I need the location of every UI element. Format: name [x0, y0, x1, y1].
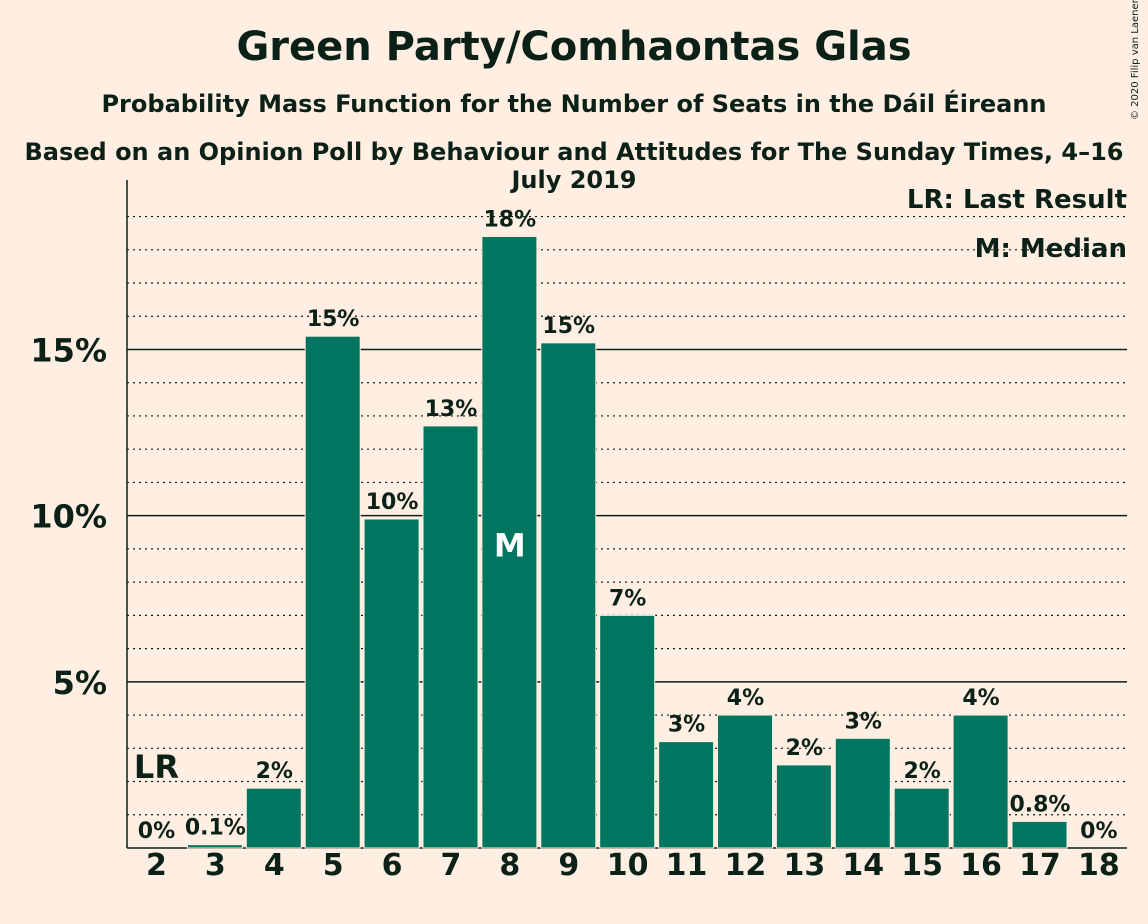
x-tick-label: 6 [382, 848, 403, 883]
bar-value-label: 15% [542, 314, 595, 339]
x-tick-label: 15 [901, 848, 943, 883]
x-tick-label: 7 [441, 848, 462, 883]
bar-value-label: 7% [609, 586, 646, 611]
x-tick-label: 3 [205, 848, 226, 883]
bar-value-label: 0.1% [185, 816, 246, 841]
bar-value-label: 0% [138, 819, 175, 844]
bar [481, 235, 538, 849]
bar-value-label: 4% [962, 686, 999, 711]
last-result-marker: LR [134, 748, 179, 786]
bar [245, 787, 302, 849]
median-marker: M [494, 526, 526, 564]
chart-subtitle: Probability Mass Function for the Number… [101, 90, 1047, 118]
bar-value-label: 18% [484, 207, 537, 232]
bar [952, 714, 1009, 849]
x-tick-label: 11 [666, 848, 708, 883]
bar [1011, 820, 1068, 849]
x-tick-label: 12 [725, 848, 767, 883]
bar [658, 741, 715, 849]
x-tick-label: 10 [607, 848, 649, 883]
bar-value-label: 3% [845, 709, 882, 734]
chart-title: Green Party/Comhaontas Glas [236, 24, 912, 70]
bar-value-label: 10% [366, 490, 419, 515]
x-tick-label: 13 [783, 848, 825, 883]
bar [893, 787, 950, 849]
x-tick-label: 2 [146, 848, 167, 883]
x-tick-label: 4 [264, 848, 285, 883]
legend-median: M: Median [975, 234, 1127, 264]
x-tick-label: 8 [499, 848, 520, 883]
bar-value-label: 2% [903, 759, 940, 784]
bar-value-label: 13% [425, 397, 478, 422]
bar-value-label: 15% [307, 307, 360, 332]
bar-value-label: 0.8% [1009, 792, 1070, 817]
x-tick-label: 5 [323, 848, 344, 883]
y-tick-label: 5% [53, 664, 107, 702]
bar [363, 518, 420, 849]
x-tick-label: 18 [1078, 848, 1120, 883]
bar-value-label: 2% [786, 736, 823, 761]
bar [599, 614, 656, 849]
bar-value-label: 4% [727, 686, 764, 711]
bar [775, 764, 832, 849]
legend-last-result: LR: Last Result [907, 185, 1127, 215]
x-tick-label: 9 [558, 848, 579, 883]
bar [304, 335, 361, 849]
x-tick-label: 17 [1019, 848, 1061, 883]
bar-value-label: 0% [1080, 819, 1117, 844]
chart-subtitle-source: Based on an Opinion Poll by Behaviour an… [24, 138, 1124, 194]
x-tick-label: 16 [960, 848, 1002, 883]
y-tick-label: 15% [30, 331, 107, 369]
bar [186, 844, 243, 849]
bar-value-label: 3% [668, 713, 705, 738]
bar-value-label: 2% [256, 759, 293, 784]
bar [540, 342, 597, 849]
bar [834, 737, 891, 849]
y-tick-label: 10% [30, 498, 107, 536]
bar [422, 425, 479, 849]
x-tick-label: 14 [842, 848, 884, 883]
bar [717, 714, 773, 849]
